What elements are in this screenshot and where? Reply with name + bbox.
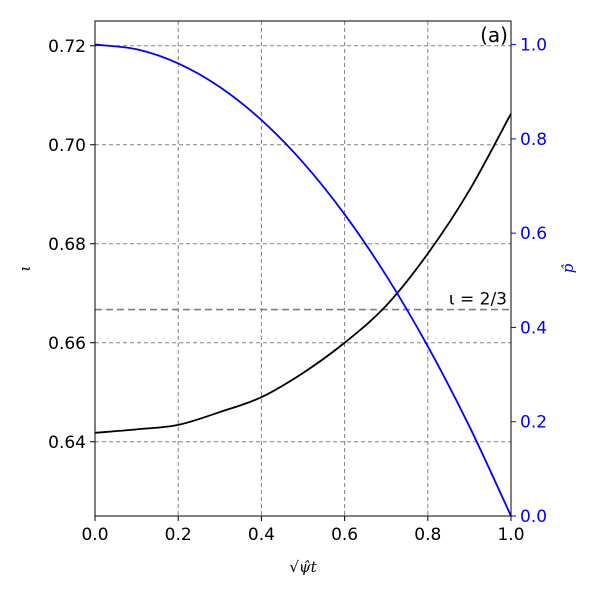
x-tick-label: 0.6 xyxy=(331,525,358,545)
iota-line xyxy=(94,113,512,434)
grid xyxy=(95,21,511,516)
x-tick-label: 0.4 xyxy=(248,525,275,545)
plot-frame xyxy=(94,20,512,517)
y-right-tick-label: 0.8 xyxy=(520,130,547,150)
x-tick-label: 0.0 xyxy=(81,525,108,545)
pressure-line xyxy=(94,43,512,517)
panel-label: (a) xyxy=(480,23,508,47)
y-right-tick-label: 0.4 xyxy=(520,318,547,338)
y-right-tick-label: 0.2 xyxy=(520,413,547,433)
x-tick-label: 0.8 xyxy=(414,525,441,545)
x-axis-label: √ψ̂t xyxy=(289,558,317,576)
y-left-tick-label: 0.72 xyxy=(48,37,86,57)
y-left-axis-label: ι xyxy=(16,266,34,272)
y-left-tick-label: 0.70 xyxy=(48,136,86,156)
ticks: 0.0 0.2 0.4 0.6 0.8 1.0 0.64 0.66 0.68 0.70 0.72 0.… xyxy=(48,36,547,545)
series-group xyxy=(94,43,512,517)
x-tick-label: 0.2 xyxy=(165,525,192,545)
y-left-tick-label: 0.68 xyxy=(48,235,86,255)
y-left-tick-label: 0.64 xyxy=(48,433,86,453)
reference-line-label: ι = 2/3 xyxy=(449,290,507,310)
y-left-tick-label: 0.66 xyxy=(48,334,86,354)
y-right-tick-label: 0.6 xyxy=(520,224,547,244)
y-right-axis-label: p̂ xyxy=(559,263,577,273)
y-right-tick-label: 0.0 xyxy=(520,507,547,527)
x-tick-label: 1.0 xyxy=(497,525,524,545)
y-right-tick-label: 1.0 xyxy=(520,36,547,56)
